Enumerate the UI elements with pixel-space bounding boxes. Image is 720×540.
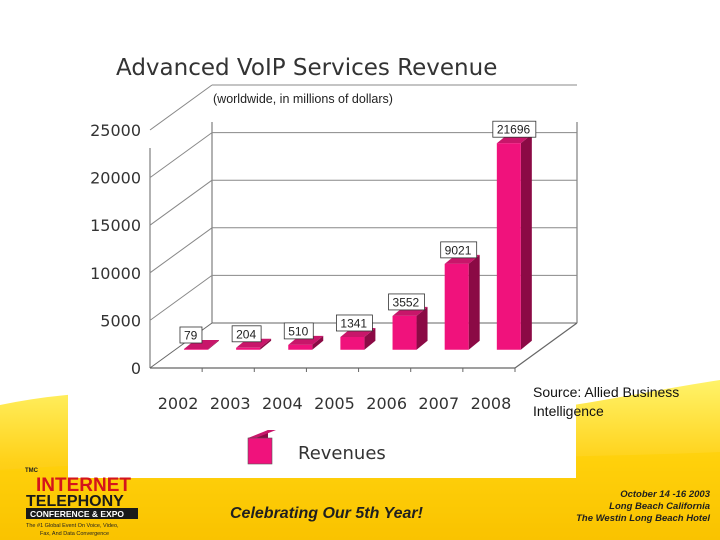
logo-line-1: INTERNET [36,475,131,496]
bar [288,344,313,350]
conference-logo: TMC INTERNET TELEPHONY CONFERENCE & EXPO… [25,468,138,537]
bar-side [260,338,272,350]
data-label-box [231,325,262,343]
y-tick-label: 10000 [90,264,141,283]
logo-tagline-1: The #1 Global Event On Voice, Video, [26,523,119,529]
source-line-1: Source: Allied Business [533,384,679,400]
x-tick-label: 2002 [158,394,199,413]
data-labels: 79 204 510 1341 3552 9021 21696 [179,120,537,344]
data-label-box [335,314,373,332]
y-tick-label: 0 [131,359,141,378]
y-tick-label: 5000 [100,311,141,330]
legend-label-revenues: Revenues [298,443,386,464]
bar [183,348,208,350]
gridline-side [149,227,213,274]
data-label: 3552 [393,295,420,309]
x-tick-label: 2006 [366,394,407,413]
x-axis-tick-labels: 2002 2003 2004 2005 2006 2007 2008 [158,394,512,413]
data-label: 1341 [340,316,367,330]
bar-series-revenues [183,134,532,350]
gridline-side [149,132,213,179]
logo-tagline-2: Fax, And Data Convergence [40,531,109,537]
bar-side [207,339,219,350]
bar [236,347,261,350]
logo-line-2: TELEPHONY [26,493,124,510]
event-details: October 14 -16 2003 Long Beach Californi… [576,489,711,524]
event-venue: The Westin Long Beach Hotel [576,513,710,524]
y-tick-label: 25000 [90,121,141,140]
gridline-side [149,84,213,131]
x-tick-label: 2004 [262,394,303,413]
data-label: 510 [288,324,308,338]
x-tick-label: 2003 [210,394,251,413]
logo-line-3: CONFERENCE & EXPO [30,509,124,519]
floor-right-edge [514,322,578,369]
chart-panel [68,30,576,478]
data-label: 21696 [497,123,531,137]
event-dates: October 14 -16 2003 [620,489,710,500]
gridline-side [149,274,213,321]
y-tick-label: 20000 [90,169,141,188]
y-axis-tick-labels: 0 5000 10000 15000 20000 25000 [90,121,141,378]
event-location: Long Beach California [609,501,710,512]
data-label-box [440,241,478,259]
bar-side [520,134,532,350]
data-label-box [179,326,203,344]
data-label-box [283,322,314,340]
bar-side [468,254,480,350]
legend-swatch [247,437,273,465]
legend-swatch-top [248,430,276,438]
bar-side [416,306,428,350]
bar [496,143,521,350]
bar-side [364,327,376,350]
chart-title: Advanced VoIP Services Revenue [116,55,497,81]
x-tick-label: 2005 [314,394,355,413]
data-label: 79 [184,328,198,342]
data-label: 204 [236,327,256,341]
y-tick-label: 15000 [90,216,141,235]
logo-band [26,508,138,519]
bar [340,336,365,350]
gridline-side [149,179,213,226]
source-line-2: Intelligence [533,403,604,419]
bar [392,315,417,350]
banner-celebrating-text: Celebrating Our 5th Year! [230,505,424,522]
data-label: 9021 [445,243,472,257]
bar-side [312,335,324,350]
x-tick-label: 2008 [471,394,512,413]
data-label-box [388,293,425,311]
logo-tmc: TMC [25,468,39,474]
bar [444,263,469,350]
chart-subtitle: (worldwide, in millions of dollars) [213,92,393,106]
x-tick-label: 2007 [418,394,459,413]
legend: Revenues [247,430,386,465]
data-label-box [492,120,537,138]
